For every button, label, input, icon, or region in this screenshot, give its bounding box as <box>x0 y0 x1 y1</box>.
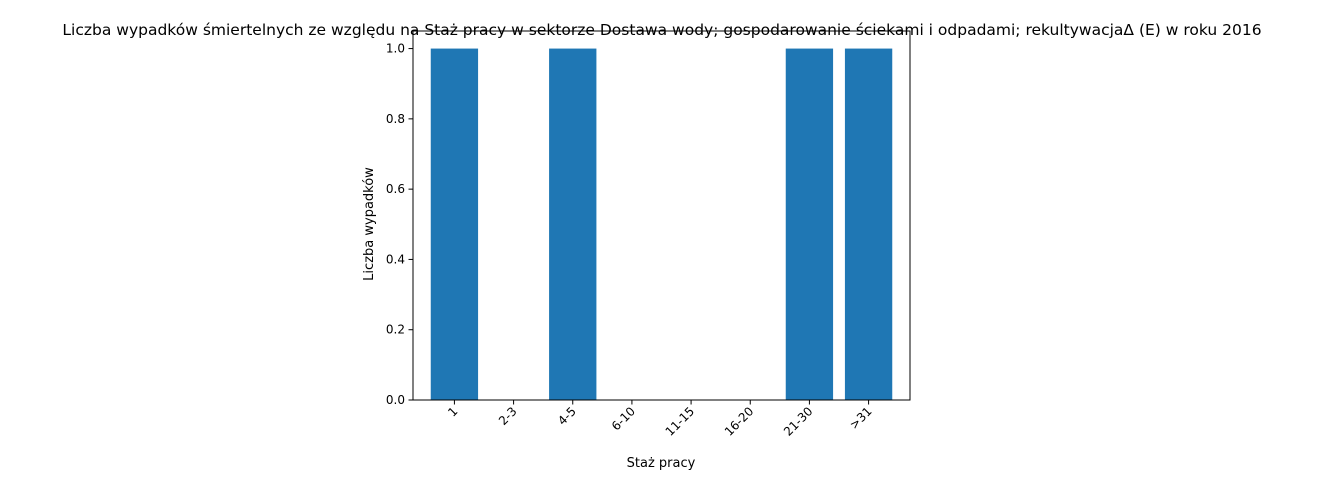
y-tick-label: 1.0 <box>386 42 405 56</box>
y-tick-label: 0.6 <box>386 182 405 196</box>
x-tick-label: 16-20 <box>722 404 757 439</box>
plot-area: 0.0 0.2 0.4 0.6 0.8 1.0 1 2-3 4-5 6-10 11-15 16-20 2… <box>386 30 911 439</box>
x-tick-label: 21-30 <box>781 404 816 439</box>
y-tick-label: 0.4 <box>386 252 405 266</box>
y-tick-label: 0.2 <box>386 323 405 337</box>
x-tick-label: >31 <box>847 404 875 432</box>
bar-21-30 <box>785 48 834 400</box>
bar-4-5 <box>549 48 597 400</box>
x-tick-label: 2-3 <box>496 404 520 428</box>
y-axis-label: Liczba wypadków <box>362 167 377 281</box>
x-tick-label: 6-10 <box>609 404 638 433</box>
x-axis-label: Staż pracy <box>627 456 696 471</box>
y-tick-label: 0.0 <box>386 393 405 407</box>
chart-title: Liczba wypadków śmiertelnych ze względu … <box>62 21 1261 39</box>
x-tick-label: 11-15 <box>663 404 698 439</box>
x-tick-label: 1 <box>445 404 460 419</box>
x-tick-label: 4-5 <box>555 404 579 428</box>
bar-1 <box>430 48 479 400</box>
y-tick-label: 0.8 <box>386 112 405 126</box>
plot-frame <box>412 30 911 401</box>
bar->31 <box>844 48 893 400</box>
